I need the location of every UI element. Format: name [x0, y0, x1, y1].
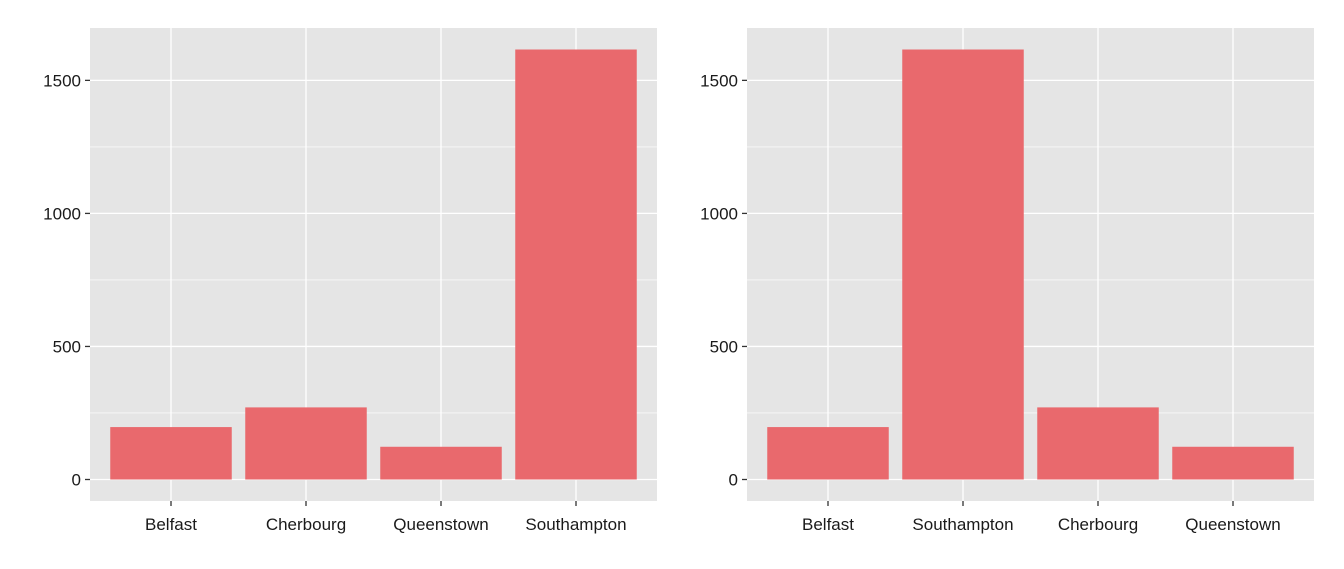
x-tick-label: Queenstown	[393, 515, 488, 534]
bar-belfast	[767, 427, 889, 480]
y-tick-label: 0	[72, 471, 81, 490]
bar-cherbourg	[1037, 407, 1159, 480]
chart-panel-2: 0 500 1000 1500 Belfast Southampton Cherbourg Q…	[700, 28, 1314, 534]
bar-queenstown	[1172, 446, 1294, 480]
x-tick-label: Belfast	[802, 515, 854, 534]
y-tick-label: 1500	[700, 71, 738, 90]
y-tick-label: 1500	[43, 71, 81, 90]
x-tick-label: Cherbourg	[266, 515, 346, 534]
bar-belfast	[110, 427, 232, 480]
panel-background	[747, 28, 1314, 501]
bar-queenstown	[380, 446, 502, 480]
x-tick-label: Southampton	[525, 515, 626, 534]
chart-panel-1: 0 500 1000 1500 Belfast Cherbourg Queenstown So…	[43, 28, 657, 534]
x-tick-label: Southampton	[912, 515, 1013, 534]
x-tick-label: Belfast	[145, 515, 197, 534]
bar-southampton	[515, 49, 637, 480]
y-tick-label: 1000	[43, 204, 81, 223]
bar-southampton	[902, 49, 1024, 480]
y-tick-label: 1000	[700, 204, 738, 223]
y-tick-label: 500	[710, 337, 738, 356]
y-tick-label: 0	[729, 471, 738, 490]
y-tick-label: 500	[53, 337, 81, 356]
x-tick-label: Cherbourg	[1058, 515, 1138, 534]
x-tick-label: Queenstown	[1185, 515, 1280, 534]
bar-cherbourg	[245, 407, 367, 480]
